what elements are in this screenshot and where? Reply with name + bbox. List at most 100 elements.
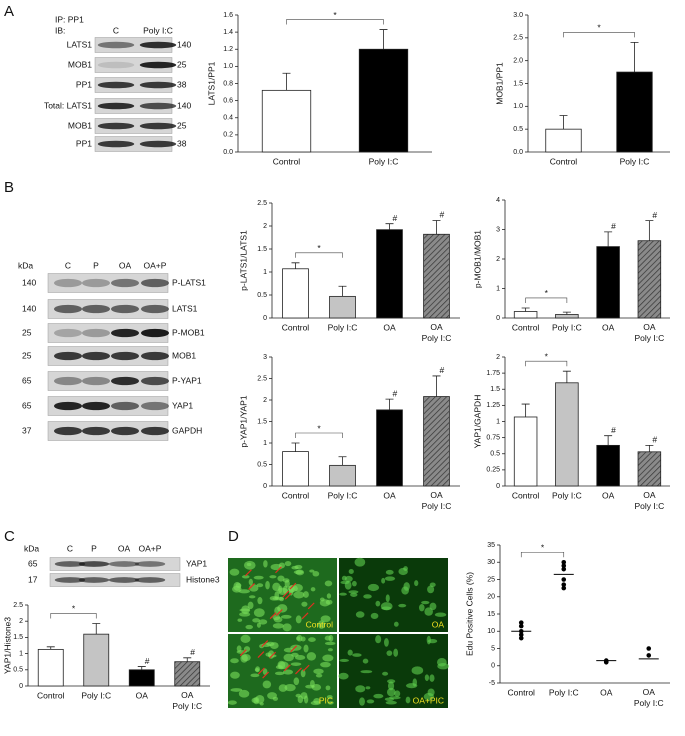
dot [561, 563, 567, 568]
cell [434, 612, 447, 617]
cell [325, 685, 331, 691]
cell [352, 653, 362, 657]
cell [274, 671, 285, 676]
significance-bracket [295, 432, 343, 438]
cell [283, 653, 294, 662]
cell [293, 677, 300, 686]
blot-band [139, 81, 177, 89]
blot-band [54, 426, 82, 436]
panel-letter: A [4, 3, 14, 20]
cell [326, 593, 332, 599]
x-tick-label: Poly I:C [552, 490, 582, 500]
cell [277, 660, 286, 670]
y-tick-label: 0 [496, 483, 500, 490]
x-tick-label-line: Poly I:C [634, 698, 664, 708]
panel-letter: D [228, 528, 239, 545]
y-tick-label: 2 [19, 618, 23, 625]
x-tick-label: Control [273, 156, 301, 166]
y-tick-label: 3 [263, 354, 267, 361]
cell [405, 683, 418, 689]
cell [350, 592, 358, 597]
cell [256, 583, 264, 588]
blot-kda: 140 [177, 100, 191, 110]
blot-band [82, 351, 110, 361]
cell [437, 662, 449, 670]
y-tick-label: 1 [263, 269, 267, 276]
blot-band [141, 328, 169, 338]
y-tick-label: 0.0 [513, 149, 523, 156]
x-tick-label: OA [383, 322, 396, 332]
cell [328, 634, 334, 642]
blot-kda: 25 [22, 350, 32, 360]
error-bar [432, 220, 441, 235]
cell [359, 697, 365, 706]
dot [518, 635, 524, 641]
cell [233, 581, 242, 591]
cell [418, 604, 425, 612]
x-tick-label-line: Poly I:C [634, 501, 664, 511]
blot-kda: 37 [22, 425, 32, 435]
blot-band [97, 81, 135, 89]
significance-label: * [333, 10, 337, 20]
cell [277, 575, 285, 582]
cell [265, 580, 270, 590]
arrow [261, 640, 269, 647]
y-axis-label: p-MOB1/MOB1 [472, 230, 482, 288]
cell [315, 673, 323, 678]
cell [385, 594, 390, 603]
cell [339, 592, 347, 596]
lane-label: OA [118, 543, 131, 553]
y-tick-label: 3.0 [513, 12, 523, 19]
x-tick-label: Control [512, 490, 540, 500]
bar-label: # [393, 388, 398, 398]
cell [230, 671, 240, 679]
x-tick-label-line: OA [181, 690, 194, 700]
y-tick-label: 0.5 [13, 667, 23, 674]
blot-band [82, 401, 110, 411]
cell [385, 569, 394, 575]
y-axis-label: MOB1/PP1 [494, 62, 504, 105]
bar-label: # [652, 210, 657, 220]
panel-letter: B [4, 179, 14, 196]
significance-label: * [541, 543, 545, 553]
y-tick-label: 0 [491, 663, 495, 670]
cell [241, 575, 250, 579]
bar [329, 295, 356, 319]
cell [272, 696, 279, 701]
bar [545, 128, 582, 153]
cell [355, 611, 365, 618]
significance-bracket [295, 252, 343, 258]
cell [277, 604, 288, 613]
blot-row-label: LATS1 [172, 303, 198, 313]
cell [366, 699, 375, 704]
cell [258, 619, 268, 625]
arrow [262, 671, 270, 679]
blot-band [111, 328, 139, 338]
error-bar [432, 375, 441, 397]
cell [230, 688, 243, 692]
x-tick-label: OA [600, 687, 613, 697]
lane-label: C [113, 25, 119, 35]
cell [355, 685, 366, 693]
bar [358, 48, 409, 153]
cell [375, 600, 381, 607]
cell [382, 671, 389, 676]
bar-label: # [611, 221, 616, 231]
significance-label: * [545, 288, 549, 298]
cell [384, 697, 395, 701]
cell [262, 680, 272, 689]
y-tick-label: 4 [496, 197, 500, 204]
cell [426, 635, 431, 645]
cell [245, 624, 253, 630]
blot-band [139, 61, 177, 69]
x-tick-label: Poly I:C [552, 322, 582, 332]
cell [393, 621, 399, 627]
blot-kda: 25 [177, 120, 187, 130]
error-bar [630, 42, 639, 73]
blot-band [82, 304, 110, 314]
y-tick-label: 2 [263, 223, 267, 230]
cell [429, 602, 437, 611]
bar [37, 648, 64, 687]
cell [303, 644, 309, 653]
cell [293, 570, 304, 575]
